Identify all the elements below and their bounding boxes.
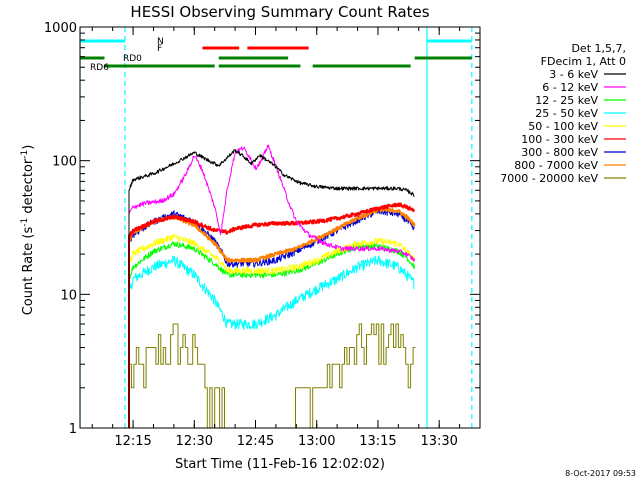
legend-label-0: 3 - 6 keV [549,68,598,81]
series-line-6-12-kev [128,144,415,428]
y-axis-label-part3: ) [21,145,36,150]
y-axis-label-sup1: -1 [20,218,30,227]
legend-label-5: 100 - 300 keV [521,133,598,146]
y-tick-label-1: 1 [69,422,77,437]
series-line-3-6-kev [128,149,415,428]
flag-rd6-label: RD6 [90,63,109,73]
y-tick-label-1000: 1000 [44,21,77,36]
x-tick-label-12:15: 12:15 [114,434,151,449]
legend-label-7: 800 - 7000 keV [514,159,598,172]
x-tick-label-13:00: 13:00 [298,434,335,449]
chart-title: HESSI Observing Summary Count Rates [130,3,429,21]
flag-rd0-label: RD0 [123,54,142,64]
legend-label-4: 50 - 100 keV [528,120,598,133]
axes: 1 10 100 1000 12:15 12:30 12:45 13:00 13:15 13:30 [44,21,481,449]
legend-header-line2: FDecim 1, Att 0 [541,55,626,68]
series-line-7000-20000-kev [128,323,416,428]
legend-label-2: 12 - 25 keV [535,94,598,107]
series-line-12-25-kev [128,241,415,428]
x-axis-label: Start Time (11-Feb-16 12:02:02) [175,457,385,472]
flag-f-label: F [157,44,162,54]
series-line-25-50-kev [128,255,415,428]
y-axis-label: Count Rate (s-1 detector-1) [20,145,36,316]
plot-area: NF RD0 RD6 [80,27,473,428]
y-axis-label-part2: detector [21,158,36,218]
series-line-100-300-kev [128,202,415,428]
x-tick-label-13:15: 13:15 [359,434,396,449]
plot-clip-group [80,27,473,428]
x-tick-label-12:30: 12:30 [176,434,213,449]
y-axis-label-sup2: -1 [20,150,30,159]
x-tick-label-12:45: 12:45 [237,434,274,449]
y-tick-label-10: 10 [60,288,77,303]
y-axis-label-part1: Count Rate (s [21,227,36,316]
timestamp: 8-Oct-2017 09:53 [565,469,636,478]
legend-label-6: 300 - 800 keV [521,146,598,159]
legend-label-1: 6 - 12 keV [542,81,598,94]
legend-label-8: 7000 - 20000 keV [500,172,598,185]
x-tick-label-13:30: 13:30 [420,434,457,449]
plot-frame [79,26,481,429]
legend-label-3: 25 - 50 keV [535,107,598,120]
series-line-50-100-kev [128,233,415,428]
y-tick-label-100: 100 [52,155,77,170]
legend-header-line1: Det 1,5,7, [571,42,626,55]
flag-n-label: N [157,37,164,47]
